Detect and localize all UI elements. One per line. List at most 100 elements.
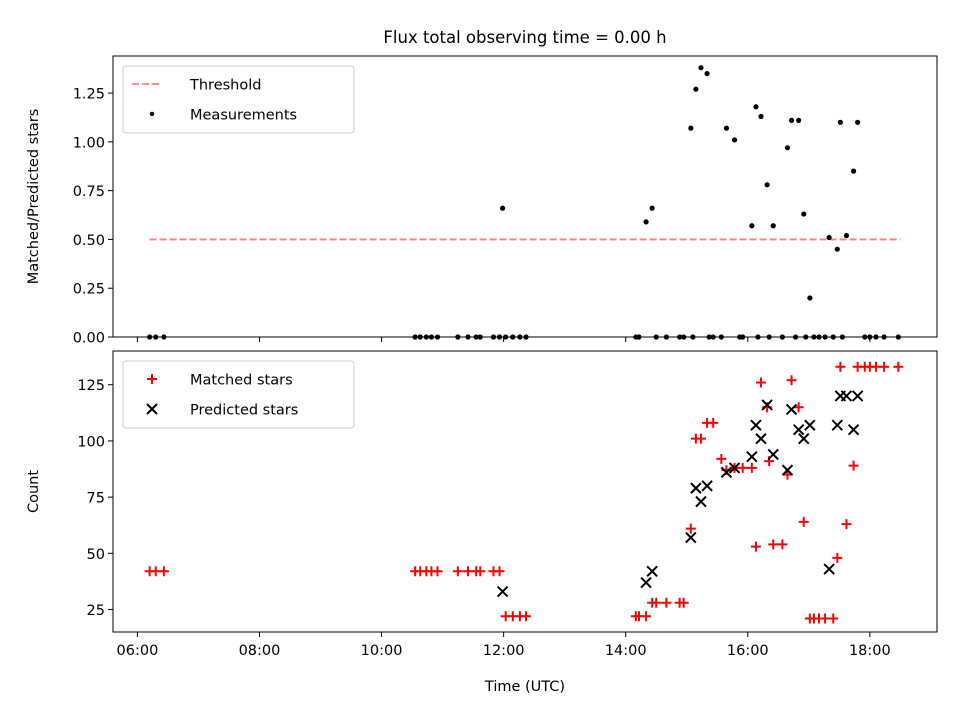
data-point (826, 234, 832, 241)
y-tick-label: 75 (87, 491, 105, 507)
x-tick-label: 10:00 (361, 643, 403, 659)
legend-box (122, 65, 355, 134)
y-tick-label: 50 (87, 547, 105, 563)
data-point (723, 125, 730, 131)
x-tick-label: 18:00 (849, 643, 891, 659)
y-tick-label: 0.25 (73, 282, 105, 298)
bottom-panel: 25 50 75 100 125 06:00 08:00 10:00 12:00 14:00 16:… (26, 350, 938, 695)
y-tick-label: 1.00 (73, 135, 105, 151)
legend-label: Measurements (190, 108, 297, 124)
data-point (643, 219, 649, 225)
data-point (756, 377, 767, 388)
data-point (701, 480, 713, 492)
data-point (835, 361, 846, 372)
data-point (879, 361, 890, 372)
data-point (804, 419, 816, 431)
data-point (785, 403, 798, 416)
axes-frame (112, 55, 938, 338)
x-axis-label: Time (UTC) (484, 679, 565, 695)
data-point (767, 448, 779, 461)
data-point (831, 419, 844, 431)
data-point (500, 205, 506, 211)
chart-title: Flux total observing time = 0.00 h (383, 28, 666, 47)
data-point (841, 519, 852, 530)
data-point (521, 611, 532, 622)
data-point (432, 566, 443, 577)
data-point (828, 613, 839, 624)
data-point (792, 423, 805, 436)
y-tick-label: 100 (77, 434, 105, 450)
data-point (850, 168, 857, 174)
y-tick-label: 0.75 (73, 184, 105, 200)
data-point (801, 211, 807, 217)
data-point (475, 566, 486, 577)
data-point (843, 232, 850, 239)
data-point (737, 462, 748, 473)
data-point (496, 585, 509, 598)
data-point (651, 597, 662, 608)
data-point (796, 117, 802, 123)
data-point (688, 125, 694, 131)
data-point (784, 145, 791, 151)
x-tick-label: 06:00 (117, 643, 159, 659)
top-panel: 0.00 0.25 0.50 0.75 1.00 1.25 Matched/Predicte… (26, 55, 938, 347)
data-point (708, 417, 719, 428)
data-point (158, 566, 169, 577)
data-point (685, 531, 697, 544)
data-point (848, 460, 859, 471)
data-point (750, 541, 761, 552)
data-point (695, 495, 707, 508)
data-point (807, 295, 813, 301)
data-point (731, 137, 738, 143)
legend-swatch (146, 403, 158, 415)
data-point (840, 390, 853, 402)
data-point (693, 86, 699, 92)
data-point (452, 566, 463, 577)
legend-label: Matched stars (190, 373, 293, 389)
data-point (832, 552, 843, 563)
data-point (847, 423, 860, 436)
x-tick-label: 12:00 (483, 643, 525, 659)
y-axis-label: Count (26, 470, 42, 513)
legend-swatch (149, 111, 155, 117)
data-point (788, 117, 795, 123)
axes-frame (112, 350, 938, 633)
data-point (798, 432, 810, 445)
legend-label: Predicted stars (190, 403, 298, 419)
data-point (777, 539, 788, 550)
y-tick-label: 0.50 (73, 233, 105, 249)
data-point (749, 223, 755, 229)
data-point (781, 464, 794, 476)
series-predicted-stars (496, 390, 864, 598)
y-tick-label: 125 (77, 378, 105, 394)
legend-swatch (147, 374, 157, 384)
data-point (837, 119, 843, 125)
data-point (646, 565, 658, 578)
data-point (716, 453, 727, 464)
data-point (494, 566, 505, 577)
data-point (893, 361, 904, 372)
data-point (834, 246, 840, 252)
data-point (690, 482, 702, 494)
data-point (678, 597, 689, 608)
data-point (823, 563, 835, 575)
data-point (793, 402, 804, 413)
y-tick-label: 0.00 (73, 331, 105, 347)
data-point (761, 399, 773, 411)
data-point (768, 539, 779, 550)
data-point (661, 597, 672, 608)
y-tick-label: 25 (87, 603, 105, 619)
data-point (755, 432, 767, 445)
data-point (641, 611, 652, 622)
x-tick-label: 14:00 (605, 643, 647, 659)
data-point (770, 223, 776, 229)
data-point (704, 70, 710, 77)
data-point (764, 182, 770, 188)
data-point (640, 576, 652, 589)
legend-box (122, 360, 355, 429)
y-axis-label: Matched/Predicted stars (26, 109, 42, 285)
data-point (746, 450, 758, 463)
data-point (798, 516, 809, 527)
data-point (695, 433, 706, 444)
